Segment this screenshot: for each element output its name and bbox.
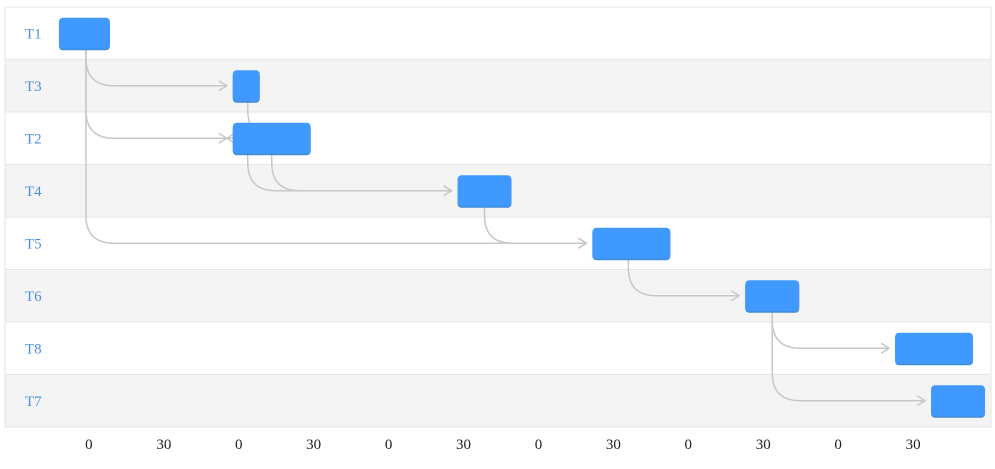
- x-tick-label: 0: [685, 437, 693, 453]
- link-t2-to-t4: [247, 153, 452, 191]
- task-bar-t1[interactable]: [58, 17, 110, 49]
- task-bar-t8[interactable]: [895, 332, 974, 364]
- x-tick-label: 30: [756, 437, 771, 453]
- x-tick-label: 30: [156, 437, 171, 453]
- x-tick-label: 30: [456, 437, 471, 453]
- dependency-links: [85, 48, 925, 401]
- x-tick-label: 0: [235, 437, 243, 453]
- task-bar-t3[interactable]: [232, 70, 260, 102]
- row-band-t1: [5, 7, 991, 60]
- task-bar-t6[interactable]: [745, 280, 800, 312]
- x-tick-label: 0: [85, 437, 93, 453]
- x-tick-label: 30: [906, 437, 921, 453]
- link-t1-to-t5: [85, 48, 586, 244]
- x-tick-label: 30: [306, 437, 321, 453]
- row-labels: T1 T3 T2 T4 T5 T6 T8 T7: [25, 26, 42, 410]
- row-label-t2: T2: [25, 131, 42, 147]
- task-bar-t7[interactable]: [931, 385, 986, 417]
- row-label-t1: T1: [25, 26, 42, 42]
- row-label-t4: T4: [25, 184, 42, 200]
- task-bar-t5[interactable]: [592, 227, 671, 259]
- row-label-t8: T8: [25, 341, 42, 357]
- link-t6-to-t7: [771, 311, 925, 401]
- link-t4-to-t5: [483, 206, 587, 243]
- row-label-t7: T7: [25, 394, 42, 410]
- row-band-t6: [5, 269, 991, 322]
- x-tick-label: 0: [834, 437, 842, 453]
- x-axis-ticks: 0 30 0 30 0 30 0 30 0 30 0 30: [85, 437, 920, 453]
- row-bands: [4, 6, 992, 428]
- x-tick-label: 30: [606, 437, 621, 453]
- row-label-t3: T3: [25, 79, 42, 95]
- link-t5-to-t6: [627, 258, 739, 296]
- row-label-t5: T5: [25, 236, 42, 252]
- row-label-t6: T6: [25, 289, 42, 305]
- task-bars: [58, 17, 986, 418]
- task-bar-t4[interactable]: [457, 175, 512, 207]
- x-tick-label: 0: [535, 437, 543, 453]
- task-bar-t2[interactable]: [232, 122, 311, 154]
- link-t2-to-t4: [270, 153, 452, 191]
- x-tick-label: 0: [385, 437, 393, 453]
